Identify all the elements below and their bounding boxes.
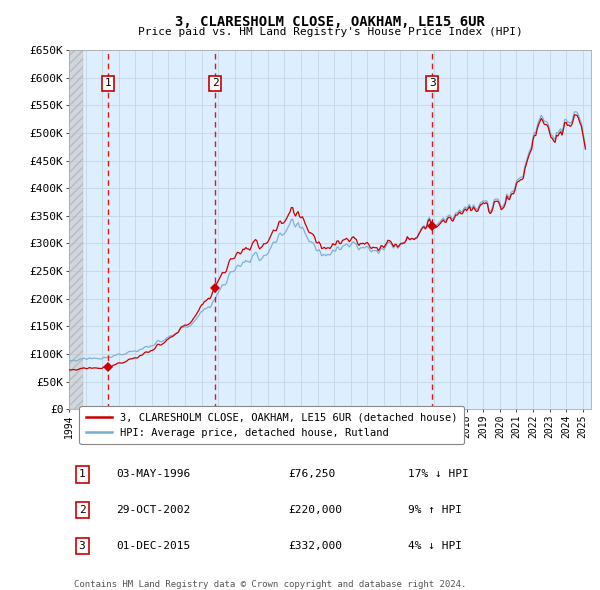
Text: 2: 2 <box>79 505 85 515</box>
Legend: 3, CLARESHOLM CLOSE, OAKHAM, LE15 6UR (detached house), HPI: Average price, deta: 3, CLARESHOLM CLOSE, OAKHAM, LE15 6UR (d… <box>79 406 464 444</box>
Text: 3: 3 <box>429 78 436 88</box>
Text: 1: 1 <box>105 78 112 88</box>
Text: Contains HM Land Registry data © Crown copyright and database right 2024.: Contains HM Land Registry data © Crown c… <box>74 581 467 589</box>
Text: £220,000: £220,000 <box>288 505 342 515</box>
Text: £332,000: £332,000 <box>288 541 342 551</box>
Text: 1: 1 <box>79 470 85 480</box>
Text: 01-DEC-2015: 01-DEC-2015 <box>116 541 190 551</box>
Text: 2: 2 <box>212 78 219 88</box>
Text: 17% ↓ HPI: 17% ↓ HPI <box>409 470 469 480</box>
Bar <box>69 50 83 409</box>
Text: 03-MAY-1996: 03-MAY-1996 <box>116 470 190 480</box>
Text: 29-OCT-2002: 29-OCT-2002 <box>116 505 190 515</box>
Text: 3, CLARESHOLM CLOSE, OAKHAM, LE15 6UR: 3, CLARESHOLM CLOSE, OAKHAM, LE15 6UR <box>175 15 485 29</box>
Text: 4% ↓ HPI: 4% ↓ HPI <box>409 541 463 551</box>
Text: £76,250: £76,250 <box>288 470 335 480</box>
Text: Price paid vs. HM Land Registry's House Price Index (HPI): Price paid vs. HM Land Registry's House … <box>137 27 523 37</box>
Text: 9% ↑ HPI: 9% ↑ HPI <box>409 505 463 515</box>
Text: 3: 3 <box>79 541 85 551</box>
